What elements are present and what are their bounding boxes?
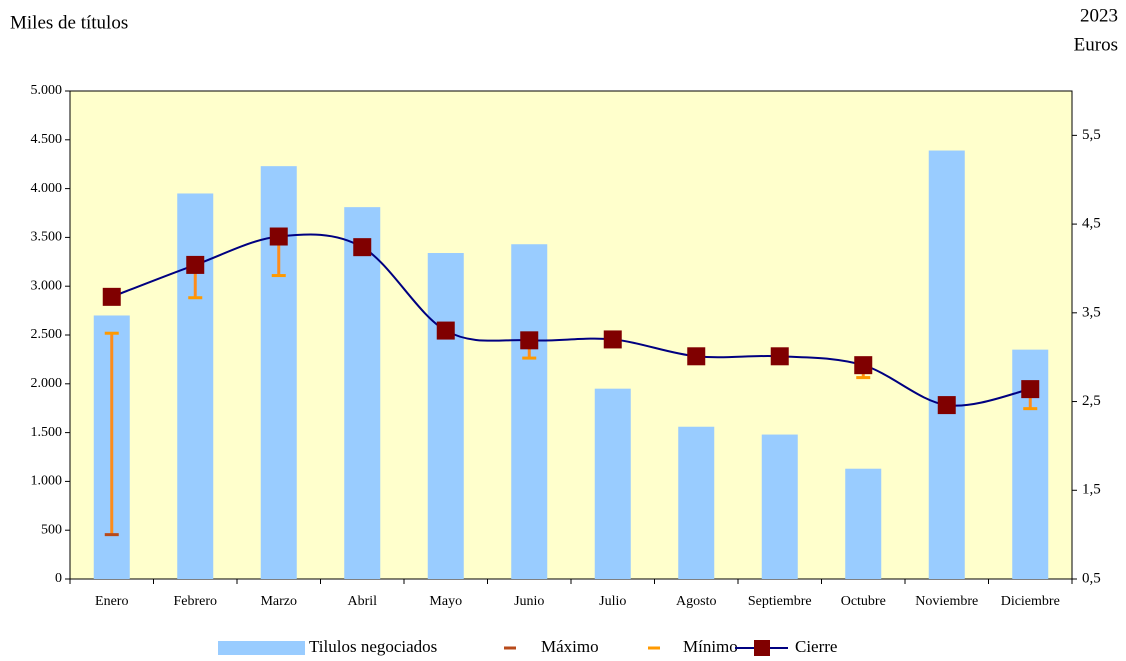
- close-marker: [186, 255, 205, 274]
- close-marker: [603, 330, 622, 349]
- bar: [928, 150, 965, 579]
- bar: [678, 426, 715, 579]
- x-tick-label: Junio: [514, 594, 544, 609]
- x-tick-label: Marzo: [260, 594, 297, 609]
- y-tick-label: 2.500: [31, 327, 63, 342]
- close-marker: [687, 347, 706, 366]
- y-tick-label: 1.000: [31, 474, 63, 489]
- close-marker: [1021, 380, 1040, 399]
- bar: [761, 434, 798, 579]
- y-tick-label: 5.000: [31, 83, 63, 98]
- bar: [845, 468, 882, 579]
- y2-tick-label: 1,5: [1082, 482, 1101, 498]
- y2-axis-title: Euros: [1074, 34, 1118, 55]
- y2-tick-label: 4,5: [1082, 216, 1101, 232]
- close-marker: [520, 331, 539, 350]
- close-marker: [937, 396, 956, 415]
- y-tick-label: 3.500: [31, 230, 63, 245]
- legend-label: Máximo: [541, 637, 599, 656]
- y2-tick-label: 0,5: [1082, 570, 1101, 586]
- x-tick-label: Abril: [347, 594, 377, 609]
- legend-label: Tilulos negociados: [309, 637, 437, 656]
- close-marker: [854, 356, 873, 375]
- close-marker: [770, 347, 789, 366]
- year-annotation: 2023: [1080, 5, 1118, 26]
- y2-tick-label: 3,5: [1082, 304, 1101, 320]
- y-axis-title: Miles de títulos: [10, 12, 128, 33]
- legend-swatch: [754, 640, 770, 656]
- bar: [594, 388, 631, 579]
- x-tick-label: Octubre: [841, 594, 886, 609]
- close-marker: [269, 227, 288, 246]
- x-tick-label: Julio: [599, 594, 626, 609]
- y-tick-label: 4.500: [31, 132, 63, 147]
- legend-label: Mínimo: [683, 637, 738, 656]
- bar: [427, 253, 464, 580]
- bar: [344, 207, 381, 580]
- legend-swatch: [218, 641, 305, 655]
- plot-area: [69, 90, 1073, 580]
- y-tick-label: 4.000: [31, 181, 63, 196]
- y-tick-label: 2.000: [31, 376, 63, 391]
- bar: [177, 193, 214, 580]
- y-tick-label: 3.000: [31, 278, 63, 293]
- x-tick-label: Diciembre: [1001, 594, 1060, 609]
- x-tick-label: Febrero: [173, 594, 217, 609]
- y-tick-label: 500: [41, 522, 62, 537]
- x-tick-label: Noviembre: [915, 594, 978, 609]
- close-marker: [102, 287, 121, 306]
- x-tick-label: Mayo: [429, 594, 462, 609]
- close-marker: [353, 238, 372, 257]
- y-tick-label: 0: [55, 571, 62, 586]
- x-tick-label: Agosto: [676, 594, 716, 609]
- y-tick-label: 1.500: [31, 425, 63, 440]
- close-marker: [436, 321, 455, 340]
- bar: [511, 244, 548, 579]
- y2-tick-label: 5,5: [1082, 127, 1101, 143]
- x-tick-label: Enero: [95, 594, 128, 609]
- x-tick-label: Septiembre: [748, 594, 812, 609]
- y2-tick-label: 2,5: [1082, 393, 1101, 409]
- legend-label: Cierre: [795, 637, 837, 656]
